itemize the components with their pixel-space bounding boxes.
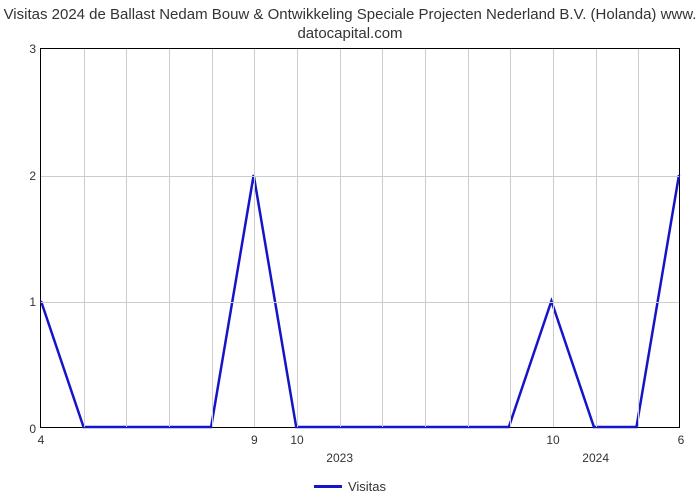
series-path — [41, 175, 679, 427]
gridline-v — [169, 49, 170, 427]
x-tick-label: 9 — [251, 433, 258, 447]
x-tick-label: 10 — [546, 433, 559, 447]
gridline-v — [212, 49, 213, 427]
gridline-v — [596, 49, 597, 427]
chart-container: Visitas 2024 de Ballast Nedam Bouw & Ont… — [0, 0, 700, 500]
gridline-v — [340, 49, 341, 427]
y-tick-label: 0 — [16, 422, 36, 436]
x-tick-label: 10 — [290, 433, 303, 447]
x-tick-label: 6 — [678, 433, 685, 447]
gridline-v — [126, 49, 127, 427]
gridline-v — [84, 49, 85, 427]
y-tick-label: 1 — [16, 295, 36, 309]
gridline-v — [468, 49, 469, 427]
gridline-v — [425, 49, 426, 427]
gridline-v — [297, 49, 298, 427]
y-tick-label: 3 — [16, 42, 36, 56]
chart-title: Visitas 2024 de Ballast Nedam Bouw & Ont… — [0, 6, 700, 44]
chart-title-line1: Visitas 2024 de Ballast Nedam Bouw & Ont… — [4, 6, 697, 23]
gridline-v — [510, 49, 511, 427]
line-series — [41, 49, 679, 427]
gridline-v — [254, 49, 255, 427]
gridline-v — [638, 49, 639, 427]
legend-label: Visitas — [348, 479, 386, 494]
chart-title-line2: datocapital.com — [297, 25, 402, 42]
gridline-v — [553, 49, 554, 427]
gridline-h — [41, 302, 679, 303]
legend-swatch — [314, 485, 342, 488]
y-tick-label: 2 — [16, 169, 36, 183]
x-tick-label: 4 — [38, 433, 45, 447]
gridline-h — [41, 176, 679, 177]
gridline-v — [382, 49, 383, 427]
x-tick-label-year: 2024 — [582, 451, 609, 465]
plot-rect: 0123491020231020246 — [40, 48, 680, 428]
x-tick-label-year: 2023 — [326, 451, 353, 465]
plot-area: 0123491020231020246 — [40, 48, 680, 428]
legend: Visitas — [314, 479, 386, 494]
